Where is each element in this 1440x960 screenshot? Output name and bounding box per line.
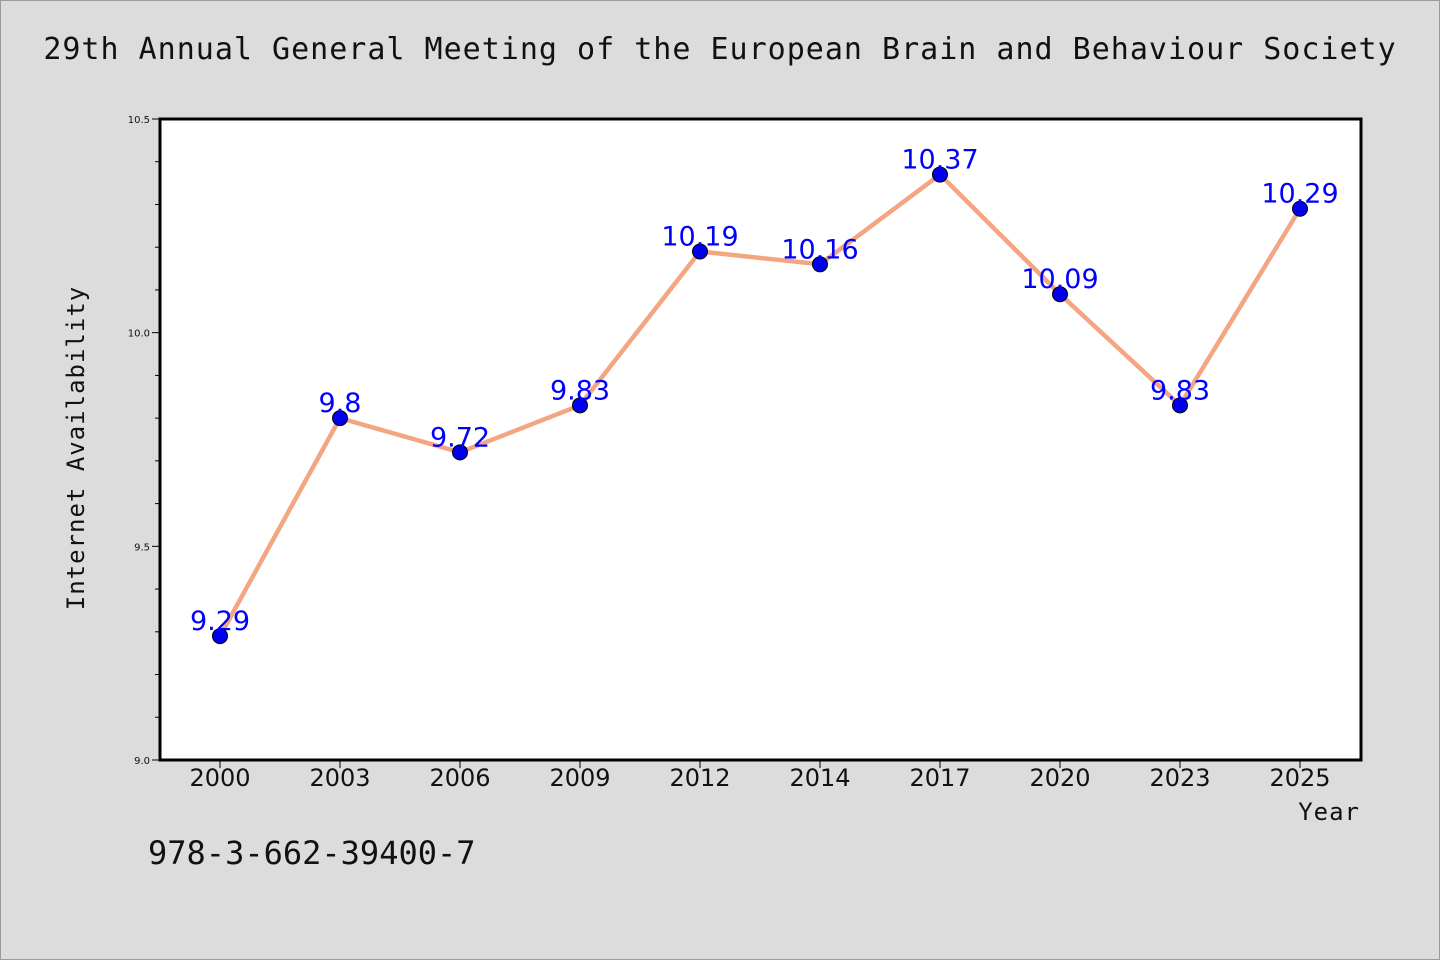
x-tick-label: 2025 <box>1269 764 1330 792</box>
data-label: 9.29 <box>190 606 250 637</box>
x-tick-label: 2017 <box>909 764 970 792</box>
data-point <box>1052 286 1068 303</box>
data-label: 9.72 <box>430 422 490 453</box>
x-tick-label: 2020 <box>1029 764 1090 792</box>
data-label: 9.8 <box>319 388 362 419</box>
y-tick-label: 9.0 <box>134 756 150 767</box>
data-label: 10.29 <box>1261 179 1338 210</box>
data-label: 9.83 <box>1150 375 1210 406</box>
data-point <box>572 397 588 414</box>
isbn-text: 978-3-662-39400-7 <box>148 834 476 872</box>
data-point <box>932 166 948 183</box>
x-tick-label: 2006 <box>429 764 490 792</box>
y-axis: 9.0 9.5 10.0 10.5 <box>128 115 160 767</box>
x-tick-label: 2003 <box>309 764 370 792</box>
x-axis: 2000 2003 2006 2009 2012 2014 2017 2020 2023 2025 <box>189 760 1331 792</box>
data-point <box>332 410 348 427</box>
x-tick-label: 2012 <box>669 764 730 792</box>
data-point <box>1172 397 1188 414</box>
data-point <box>812 256 828 273</box>
y-tick-label: 10.0 <box>128 329 150 340</box>
x-tick-label: 2000 <box>189 764 250 792</box>
y-tick-label: 9.5 <box>134 542 150 553</box>
data-label: 9.83 <box>550 375 610 406</box>
data-label: 10.16 <box>781 234 858 265</box>
x-tick-label: 2023 <box>1149 764 1210 792</box>
data-point <box>692 243 708 260</box>
y-tick-label: 10.5 <box>128 115 150 126</box>
data-label: 10.37 <box>901 145 978 176</box>
series-line <box>217 172 1303 639</box>
data-point <box>452 444 468 461</box>
data-point <box>212 628 228 645</box>
x-axis-label: Year <box>1298 798 1360 826</box>
y-axis-label: Internet Availability <box>62 286 90 610</box>
data-point <box>1292 200 1308 217</box>
x-tick-label: 2014 <box>789 764 850 792</box>
series-layer: 9.29 9.8 9.72 9.83 10.19 10.16 10.37 10.09 9.83 1… <box>190 145 1339 645</box>
x-tick-label: 2009 <box>549 764 610 792</box>
data-label: 10.19 <box>661 221 738 252</box>
chart-title: 29th Annual General Meeting of the Europ… <box>43 32 1397 67</box>
plot-area <box>158 117 1363 762</box>
data-label: 10.09 <box>1021 264 1098 295</box>
